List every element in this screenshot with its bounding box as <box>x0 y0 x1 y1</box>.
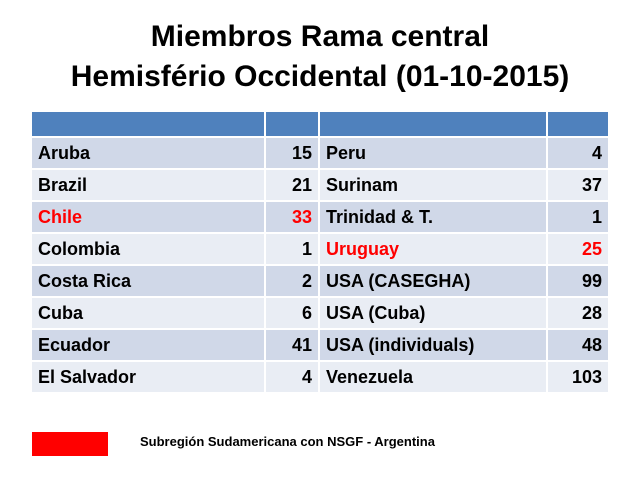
name-cell: Surinam <box>320 170 546 200</box>
name-cell: El Salvador <box>32 362 264 392</box>
count-cell: 37 <box>548 170 608 200</box>
count-cell: 99 <box>548 266 608 296</box>
name-cell: USA (CASEGHA) <box>320 266 546 296</box>
count-cell: 6 <box>266 298 318 328</box>
header-cell <box>320 112 546 136</box>
count-cell: 103 <box>548 362 608 392</box>
name-cell: Venezuela <box>320 362 546 392</box>
count-cell: 2 <box>266 266 318 296</box>
count-cell: 15 <box>266 138 318 168</box>
count-cell: 28 <box>548 298 608 328</box>
name-cell: Chile <box>32 202 264 232</box>
count-cell: 25 <box>548 234 608 264</box>
header-cell <box>32 112 264 136</box>
name-cell: USA (individuals) <box>320 330 546 360</box>
name-cell: USA (Cuba) <box>320 298 546 328</box>
name-cell: Aruba <box>32 138 264 168</box>
name-cell: Uruguay <box>320 234 546 264</box>
name-cell: Peru <box>320 138 546 168</box>
count-cell: 48 <box>548 330 608 360</box>
title-line: Miembros Rama central <box>150 20 490 53</box>
count-cell: 1 <box>548 202 608 232</box>
name-cell: Ecuador <box>32 330 264 360</box>
name-cell: Trinidad & T. <box>320 202 546 232</box>
name-cell: Colombia <box>32 234 264 264</box>
count-cell: 1 <box>266 234 318 264</box>
header-cell <box>266 112 318 136</box>
count-cell: 41 <box>266 330 318 360</box>
count-cell: 21 <box>266 170 318 200</box>
title-line: Hemisfério Occidental (01-10-2015) <box>70 60 570 93</box>
count-cell: 4 <box>548 138 608 168</box>
count-cell: 4 <box>266 362 318 392</box>
legend-text: Subregión Sudamericana con NSGF - Argent… <box>140 434 435 449</box>
legend-swatch <box>32 432 108 456</box>
name-cell: Brazil <box>32 170 264 200</box>
name-cell: Cuba <box>32 298 264 328</box>
name-cell: Costa Rica <box>32 266 264 296</box>
count-cell: 33 <box>266 202 318 232</box>
header-cell <box>548 112 608 136</box>
